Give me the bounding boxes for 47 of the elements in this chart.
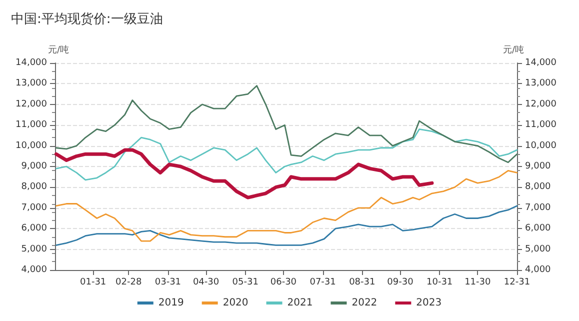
y2-tick-label: 13,000 xyxy=(525,78,557,89)
y2-tick-label: 12,000 xyxy=(525,99,557,110)
x-tick-label: 07-31 xyxy=(310,278,336,288)
x-tick-label: 08-31 xyxy=(349,278,376,288)
y-tick-label: 5,000 xyxy=(21,244,48,254)
line-series xyxy=(56,85,518,164)
y-tick-label: 6,000 xyxy=(21,224,48,234)
y-tick-label: 14,000 xyxy=(16,58,48,68)
legend-label: 2020 xyxy=(222,298,248,308)
line-series xyxy=(56,205,518,246)
x-tick-label: 05-31 xyxy=(232,278,258,288)
y2-tick-label: 8,000 xyxy=(525,182,552,192)
y2-axis-title: 元/吨 xyxy=(503,44,524,56)
y-tick-label: 9,000 xyxy=(21,162,48,172)
line-series xyxy=(56,128,518,181)
x-tick-label: 12-31 xyxy=(504,278,530,288)
x-tick-label: 01-31 xyxy=(80,278,106,288)
y-axis-title: 元/吨 xyxy=(48,44,69,56)
y2-tick-label: 10,000 xyxy=(525,140,557,151)
y2-tick-label: 5,000 xyxy=(525,244,552,254)
y2-tick-label: 4,000 xyxy=(525,265,552,275)
y2-tick-label: 9,000 xyxy=(525,162,552,172)
x-tick-label: 02-28 xyxy=(116,278,142,288)
x-tick-label: 03-31 xyxy=(154,278,182,288)
y-tick-label: 11,000 xyxy=(16,120,48,130)
x-tick-label: 06-30 xyxy=(270,278,297,288)
y-tick-label: 7,000 xyxy=(21,202,48,213)
y-tick-label: 8,000 xyxy=(21,182,48,192)
y2-tick-label: 14,000 xyxy=(525,58,557,68)
line-series xyxy=(54,148,434,200)
legend-label: 2023 xyxy=(416,298,442,308)
legend-label: 2019 xyxy=(158,298,184,308)
chart-title: 中国:平均现货价:一级豆油 xyxy=(11,12,163,27)
y-tick-label: 10,000 xyxy=(16,140,48,151)
x-tick-label: 10-31 xyxy=(426,278,453,288)
y2-tick-label: 6,000 xyxy=(525,224,552,234)
x-tick-label: 04-30 xyxy=(192,278,220,288)
y2-tick-label: 11,000 xyxy=(525,120,557,130)
legend-label: 2021 xyxy=(287,298,313,308)
x-tick-label: 11-30 xyxy=(464,278,491,288)
legend-label: 2022 xyxy=(352,298,378,308)
y2-tick-label: 7,000 xyxy=(525,202,552,213)
y-tick-label: 12,000 xyxy=(16,99,48,110)
line-series xyxy=(56,170,518,242)
y-tick-label: 13,000 xyxy=(16,78,48,89)
y-tick-label: 4,000 xyxy=(21,265,48,275)
x-tick-label: 09-30 xyxy=(387,278,414,288)
